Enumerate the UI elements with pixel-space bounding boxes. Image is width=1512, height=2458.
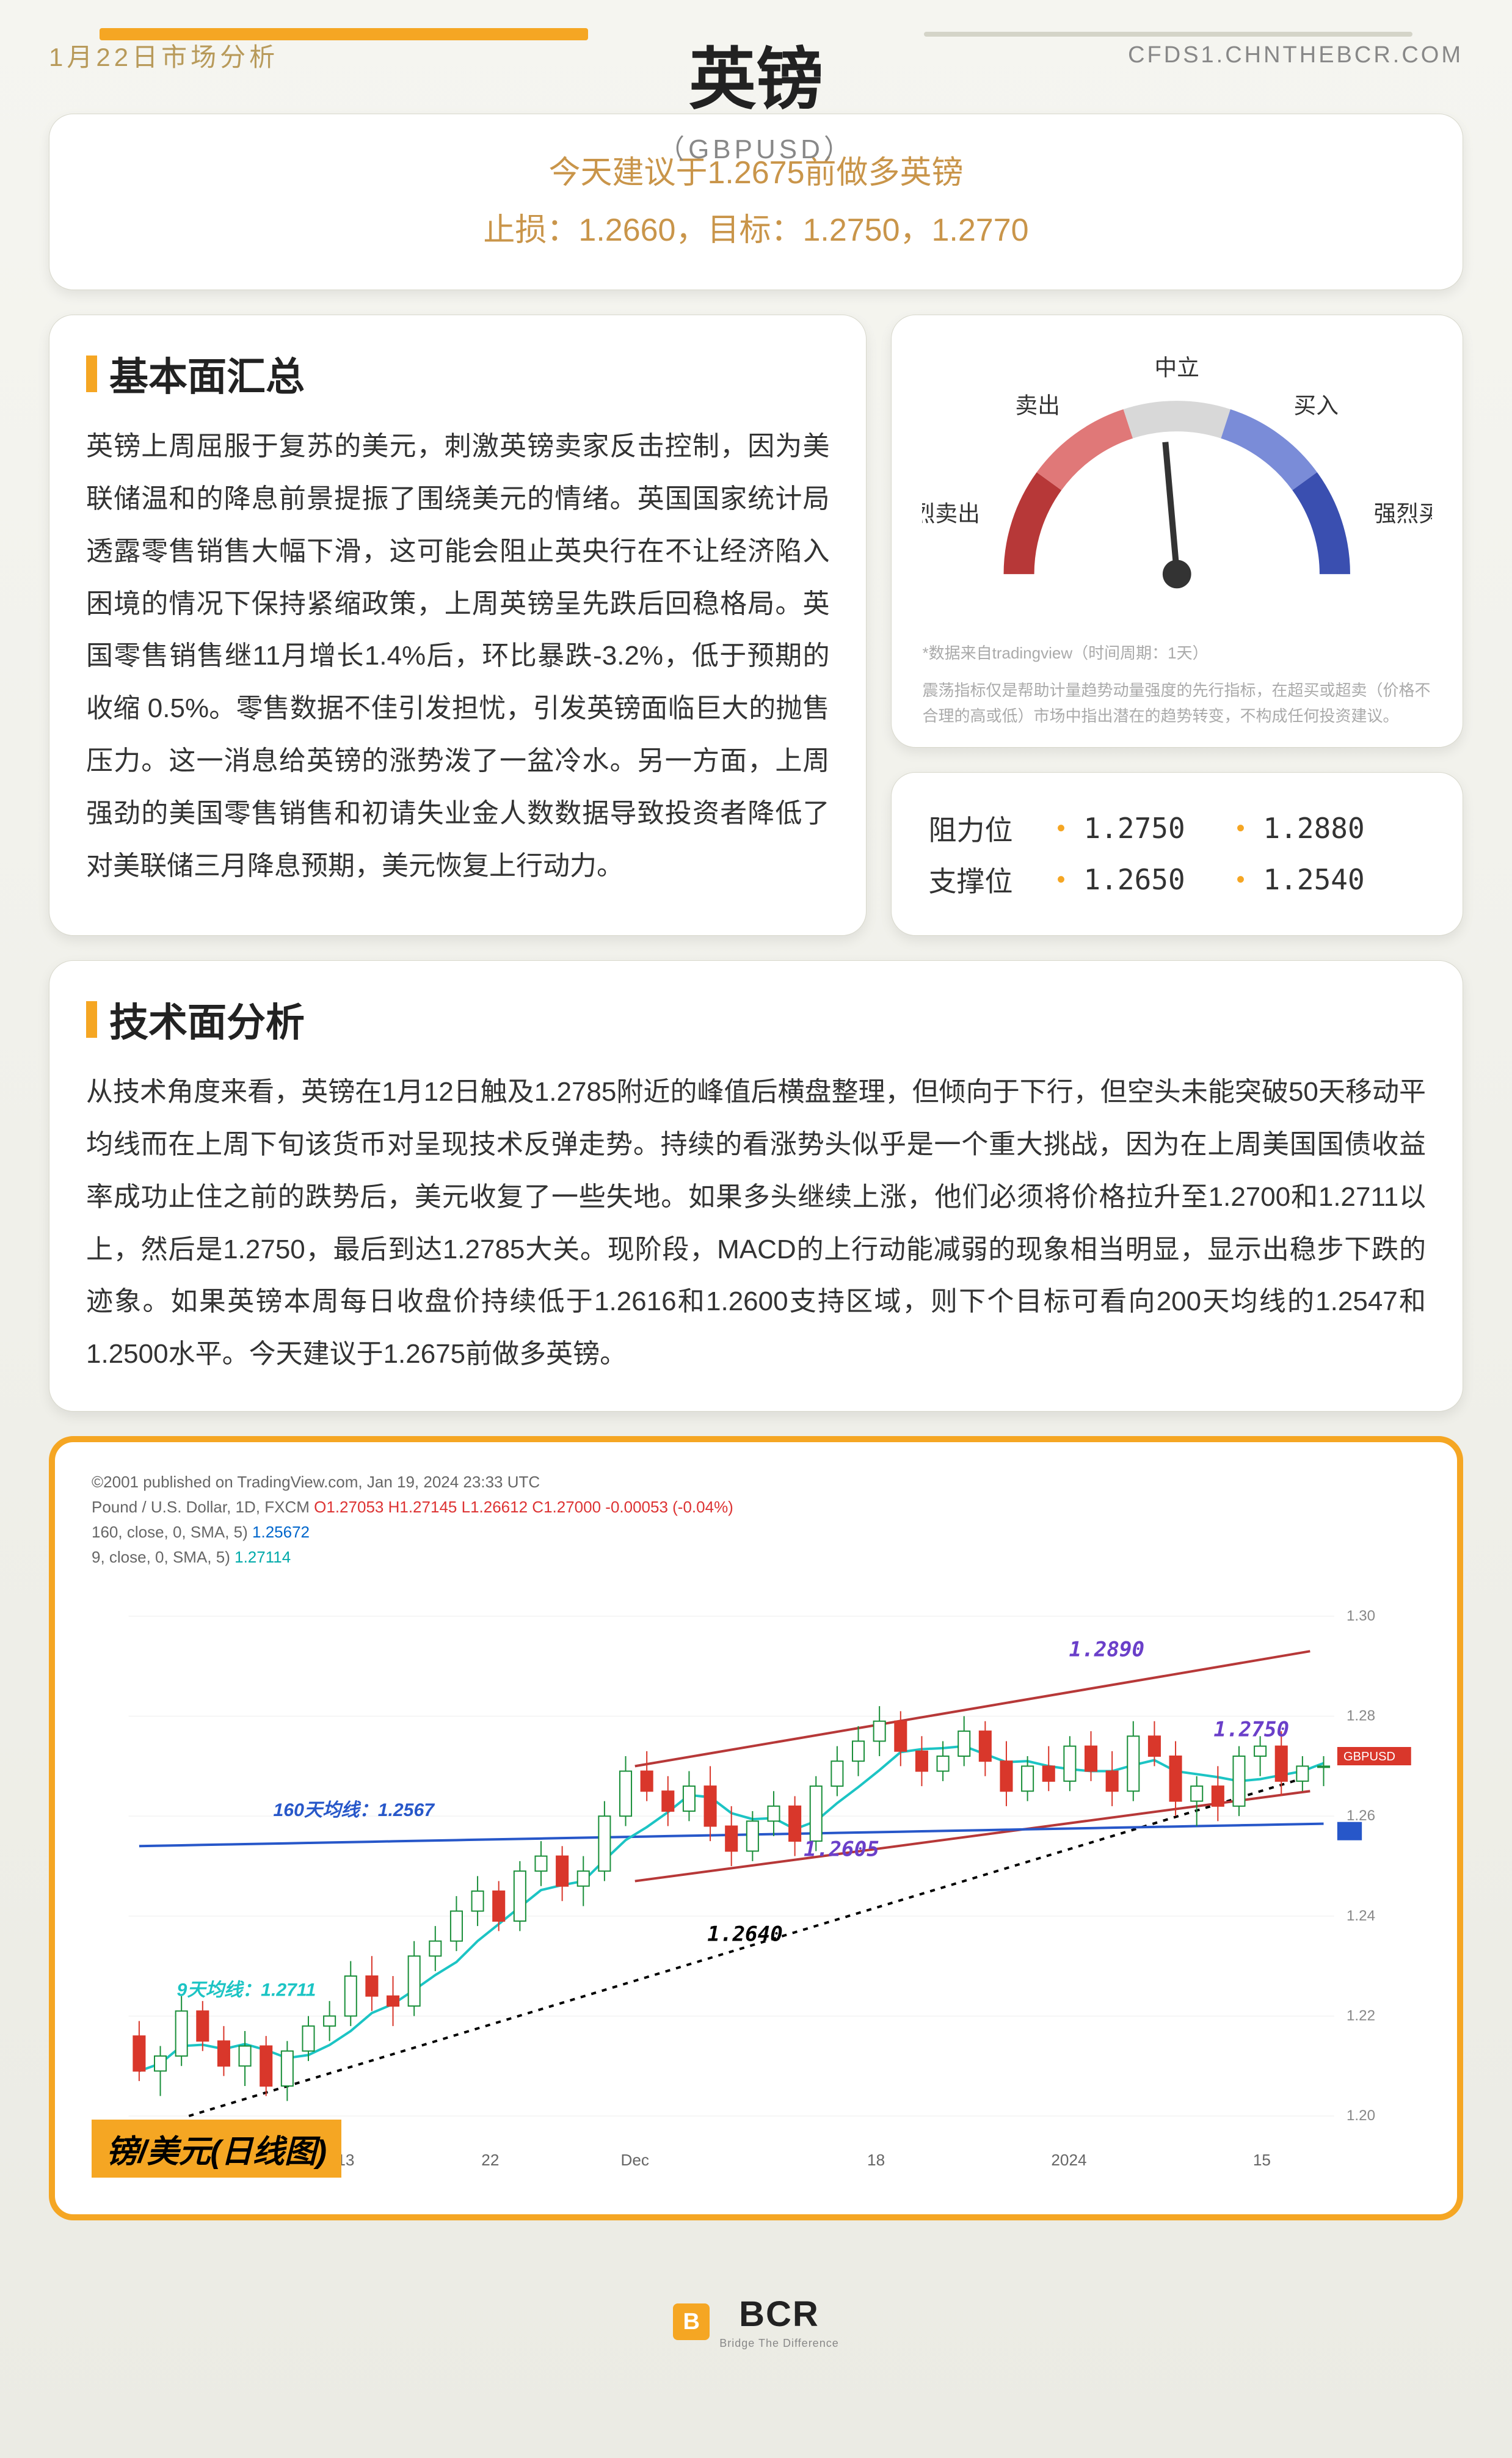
svg-text:1.2605: 1.2605 — [804, 1837, 879, 1862]
technical-title: 技术面分析 — [86, 991, 1426, 1048]
svg-text:强烈买入: 强烈买入 — [1374, 501, 1432, 527]
page-title: 英镑 — [658, 24, 854, 122]
support-val-1: 1.2650 — [1084, 863, 1218, 896]
fundamental-body: 英镑上周屈服于复苏的美元，刺激英镑卖家反击控制，因为美联储温和的降息前景提振了围… — [86, 420, 829, 892]
svg-text:18: 18 — [867, 2151, 885, 2169]
support-val-2: 1.2540 — [1263, 863, 1398, 896]
svg-text:1.26: 1.26 — [1347, 1807, 1375, 1824]
symbol-label: （GBPUSD） — [658, 127, 854, 166]
svg-text:1.2640: 1.2640 — [707, 1922, 783, 1947]
resistance-row: 阻力位 • 1.2750 • 1.2880 — [928, 808, 1426, 848]
svg-text:1.22: 1.22 — [1347, 2008, 1375, 2024]
svg-text:1.2750: 1.2750 — [1213, 1717, 1289, 1741]
date-label: 1月22日市场分析 — [49, 37, 278, 74]
logo-icon: B — [673, 2303, 710, 2340]
resistance-label: 阻力位 — [928, 808, 1038, 848]
page-footer: B BCR Bridge The Difference — [0, 2245, 1512, 2387]
svg-text:Dec: Dec — [620, 2151, 649, 2169]
chart-area: 1.301.281.261.241.221.20Nov1322Dec182024… — [79, 1579, 1433, 2190]
gauge-card: 强烈卖出 卖出 中立买入强烈买入 *数据来自tradingview（时间周期：1天）… — [891, 315, 1463, 748]
title-block: 英镑 （GBPUSD） — [658, 24, 854, 166]
svg-text:买入: 买入 — [1294, 393, 1339, 418]
svg-text:1.30: 1.30 — [1347, 1608, 1375, 1624]
gauge-note-2: 震荡指标仅是帮助计量趋势动量强度的先行指标，在超买或超卖（价格不合理的高或低）市… — [922, 678, 1432, 729]
bullet-icon: • — [1237, 815, 1245, 842]
support-label: 支撑位 — [928, 859, 1038, 900]
technical-body: 从技术角度来看，英镑在1月12日触及1.2785附近的峰值后横盘整理，但倾向于下… — [86, 1066, 1426, 1380]
resistance-val-2: 1.2880 — [1263, 812, 1398, 845]
levels-card: 阻力位 • 1.2750 • 1.2880 支撑位 • 1.2650 • 1.2… — [891, 772, 1463, 936]
footer-logo: B BCR Bridge The Difference — [673, 2294, 838, 2350]
svg-text:2024: 2024 — [1051, 2151, 1086, 2169]
svg-text:1.2890: 1.2890 — [1069, 1638, 1145, 1662]
fundamental-title: 基本面汇总 — [86, 346, 829, 402]
svg-text:9天均线：1.2711: 9天均线：1.2711 — [177, 1980, 316, 2000]
bullet-icon: • — [1056, 815, 1065, 842]
svg-text:22: 22 — [481, 2151, 499, 2169]
technical-card: 技术面分析 从技术角度来看，英镑在1月12日触及1.2785附近的峰值后横盘整理… — [49, 960, 1463, 1412]
resistance-val-1: 1.2750 — [1084, 812, 1218, 845]
footer-tagline: Bridge The Difference — [719, 2337, 838, 2350]
svg-text:中立: 中立 — [1155, 356, 1199, 381]
sentiment-gauge: 强烈卖出 卖出 中立买入强烈买入 — [922, 340, 1432, 625]
page-header: 1月22日市场分析 英镑 （GBPUSD） CFDS1.CHNTHEBCR.CO… — [0, 0, 1512, 86]
chart-ma9-meta: 9, close, 0, SMA, 5) 1.27114 — [92, 1548, 1420, 1567]
support-row: 支撑位 • 1.2650 • 1.2540 — [928, 859, 1426, 900]
chart-source: ©2001 published on TradingView.com, Jan … — [92, 1473, 1420, 1492]
candlestick-chart: 1.301.281.261.241.221.20Nov1322Dec182024… — [79, 1579, 1433, 2190]
svg-text:强烈卖出: 强烈卖出 — [922, 501, 980, 527]
chart-ma160-meta: 160, close, 0, SMA, 5) 1.25672 — [92, 1523, 1420, 1542]
svg-text:1.20: 1.20 — [1347, 2107, 1375, 2124]
svg-text:1.24: 1.24 — [1347, 1908, 1375, 1924]
bullet-icon: • — [1237, 866, 1245, 894]
svg-text:160天均线：1.2567: 160天均线：1.2567 — [273, 1800, 435, 1820]
site-url: CFDS1.CHNTHEBCR.COM — [1128, 42, 1463, 68]
fundamental-card: 基本面汇总 英镑上周屈服于复苏的美元，刺激英镑卖家反击控制，因为美联储温和的降息… — [49, 315, 867, 936]
chart-ohlc: Pound / U.S. Dollar, 1D, FXCM O1.27053 H… — [92, 1498, 1420, 1517]
svg-text:1.28: 1.28 — [1347, 1708, 1375, 1724]
suggestion-line-2: 止损：1.2660，目标：1.2750，1.2770 — [86, 202, 1426, 260]
chart-title-overlay: 镑/美元(日线图) — [92, 2120, 341, 2178]
svg-text:GBPUSD: GBPUSD — [1343, 1750, 1395, 1763]
chart-card: ©2001 published on TradingView.com, Jan … — [49, 1436, 1463, 2220]
svg-text:卖出: 卖出 — [1016, 393, 1060, 418]
bullet-icon: • — [1056, 866, 1065, 894]
gauge-note-1: *数据来自tradingview（时间周期：1天） — [922, 641, 1432, 666]
svg-text:15: 15 — [1253, 2151, 1271, 2169]
footer-name: BCR — [719, 2294, 838, 2335]
